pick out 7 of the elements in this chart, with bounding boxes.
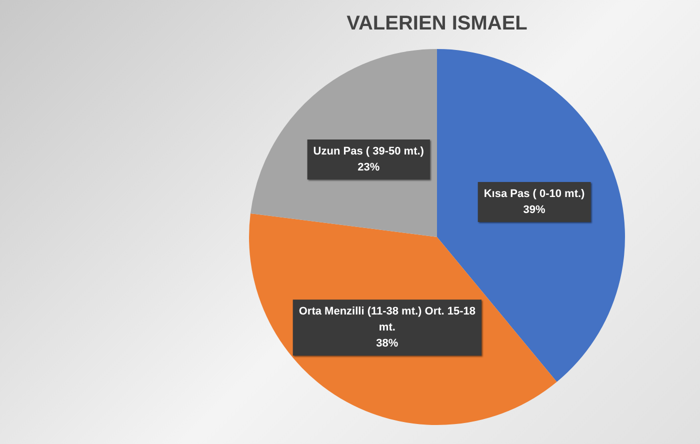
data-label: 23% bbox=[358, 161, 380, 174]
data-label: 38% bbox=[376, 338, 398, 350]
slice-label: Kısa Pas ( 0-10 mt.) bbox=[484, 188, 586, 200]
slice-label: Orta Menzilli (11-38 mt.) Ort. 15-18 mt. bbox=[298, 306, 476, 334]
data-label: 39% bbox=[523, 204, 546, 216]
chart-title: VALERIEN ISMAEL bbox=[346, 12, 528, 35]
slice-label: Uzun Pas ( 39-50 mt.) bbox=[313, 145, 424, 158]
